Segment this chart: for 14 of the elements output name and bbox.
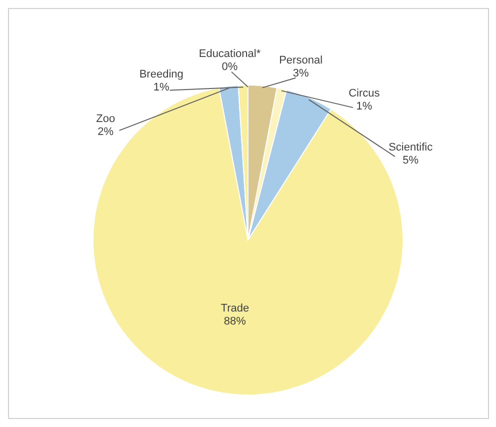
category-label: Educational* <box>198 48 261 60</box>
slice-label: Trade <box>220 302 250 315</box>
data-label: 3% <box>292 68 309 80</box>
data-label: 88% <box>224 316 246 328</box>
slice-label: Personal <box>279 54 323 67</box>
slice-label: Circus <box>348 87 380 100</box>
slice-label: Scientific <box>388 142 434 154</box>
data-label: 1% <box>356 100 372 112</box>
data-label: 1% <box>153 81 170 94</box>
text: 0% <box>222 60 238 73</box>
data-label: 2% <box>98 126 114 138</box>
slice-label: Zoo <box>96 112 116 125</box>
data-label: 5% <box>402 154 419 167</box>
slice-label: Breeding <box>139 68 184 80</box>
